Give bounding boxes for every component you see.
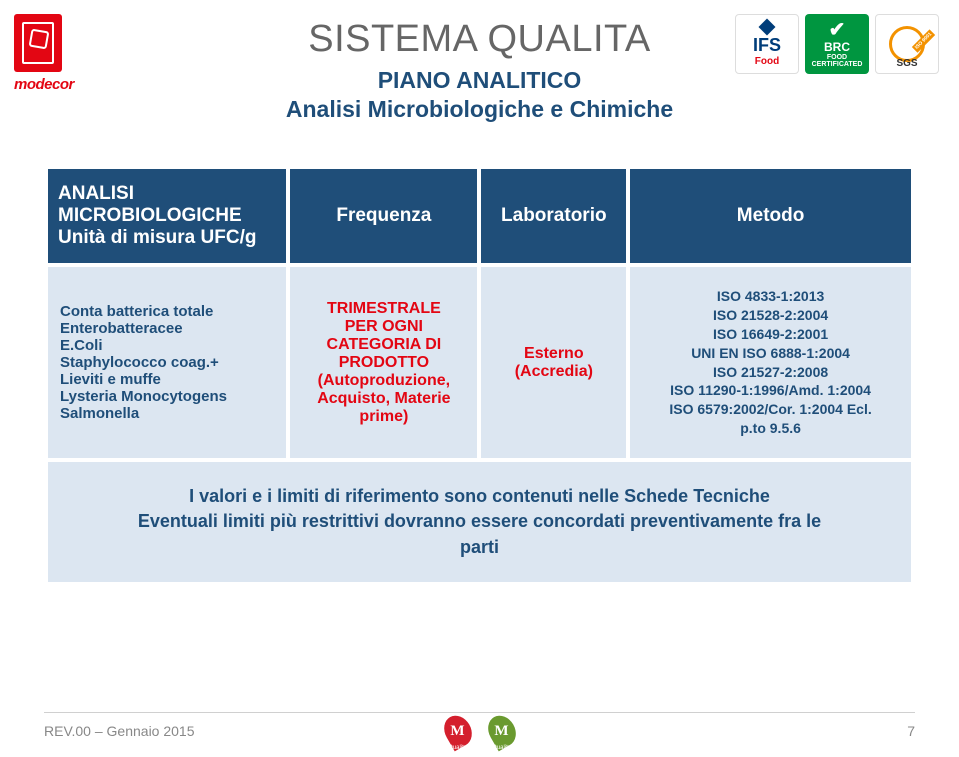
cell-frequency: TRIMESTRALE PER OGNI CATEGORIA DI PRODOT… bbox=[290, 267, 477, 458]
col-header-frequency: Frequenza bbox=[290, 169, 477, 263]
cell-analysis: Conta batterica totale Enterobatteracee … bbox=[48, 267, 286, 458]
footer-quality-badges: M Quality M Quality bbox=[440, 713, 520, 749]
footer: REV.00 – Gennaio 2015 M Quality M Qualit… bbox=[44, 712, 915, 739]
page-titles: SISTEMA QUALITA PIANO ANALITICO Analisi … bbox=[0, 18, 959, 123]
analysis-table: ANALISI MICROBIOLOGICHE Unità di misura … bbox=[44, 165, 915, 586]
page-subtitle-2: Analisi Microbiologiche e Chimiche bbox=[0, 96, 959, 123]
col-header-method: Metodo bbox=[630, 169, 911, 263]
page-subtitle-1: PIANO ANALITICO bbox=[0, 67, 959, 94]
table-header-row: ANALISI MICROBIOLOGICHE Unità di misura … bbox=[48, 169, 911, 263]
quality-badge-green: M Quality bbox=[484, 713, 520, 749]
cell-note: I valori e i limiti di riferimento sono … bbox=[48, 462, 911, 582]
col-header-analysis: ANALISI MICROBIOLOGICHE Unità di misura … bbox=[48, 169, 286, 263]
quality-badge-red: M Quality bbox=[440, 713, 476, 749]
table-row: Conta batterica totale Enterobatteracee … bbox=[48, 267, 911, 458]
page-title: SISTEMA QUALITA bbox=[0, 18, 959, 61]
footer-page-number: 7 bbox=[907, 723, 915, 739]
cell-method: ISO 4833-1:2013 ISO 21528-2:2004 ISO 166… bbox=[630, 267, 911, 458]
footer-revision: REV.00 – Gennaio 2015 bbox=[44, 723, 195, 739]
col-header-laboratory: Laboratorio bbox=[481, 169, 626, 263]
cell-laboratory: Esterno (Accredia) bbox=[481, 267, 626, 458]
table: ANALISI MICROBIOLOGICHE Unità di misura … bbox=[44, 165, 915, 586]
table-note-row: I valori e i limiti di riferimento sono … bbox=[48, 462, 911, 582]
